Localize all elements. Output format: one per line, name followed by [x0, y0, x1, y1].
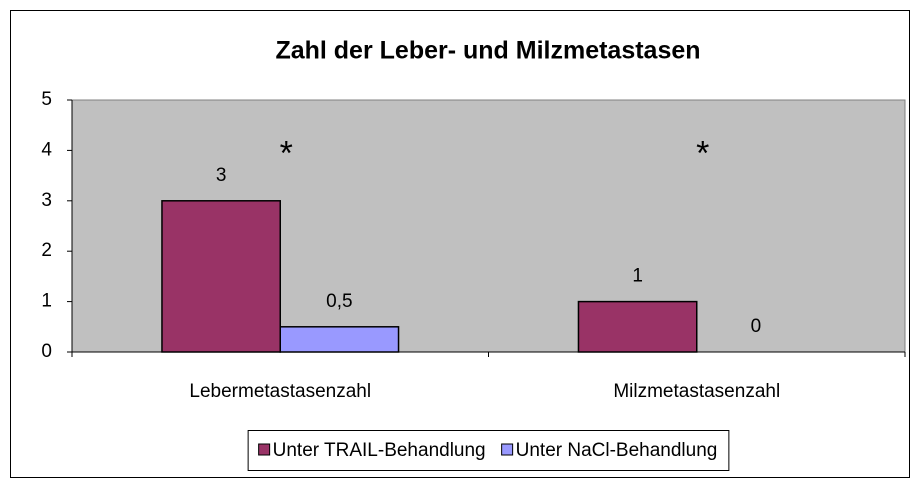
bar [577, 300, 698, 353]
y-tick-label: 1 [41, 291, 52, 312]
x-tick-label: Milzmetastasenzahl [613, 381, 780, 402]
value-label: 0,5 [326, 291, 352, 312]
y-tick-label: 5 [41, 89, 52, 110]
legend-swatch [501, 443, 514, 456]
y-tick-label: 0 [41, 341, 52, 362]
value-label: 3 [216, 165, 227, 186]
y-tick-label: 2 [41, 240, 52, 261]
x-tick-label: Lebermetastasenzahl [189, 381, 371, 402]
value-label: 1 [632, 266, 643, 287]
legend-label: Unter TRAIL-Behandlung [273, 440, 486, 461]
annotation: * [280, 135, 293, 173]
legend-swatch [258, 443, 271, 456]
value-label: 0 [751, 316, 762, 337]
legend [247, 430, 730, 471]
y-tick-label: 4 [41, 139, 52, 160]
legend-label: Unter NaCl-Behandlung [516, 440, 718, 461]
bar [161, 200, 282, 353]
bar [279, 326, 400, 353]
y-tick-label: 3 [41, 190, 52, 211]
chart-title: Zahl der Leber- und Milzmetastasen [275, 37, 700, 65]
annotation: * [696, 135, 709, 173]
